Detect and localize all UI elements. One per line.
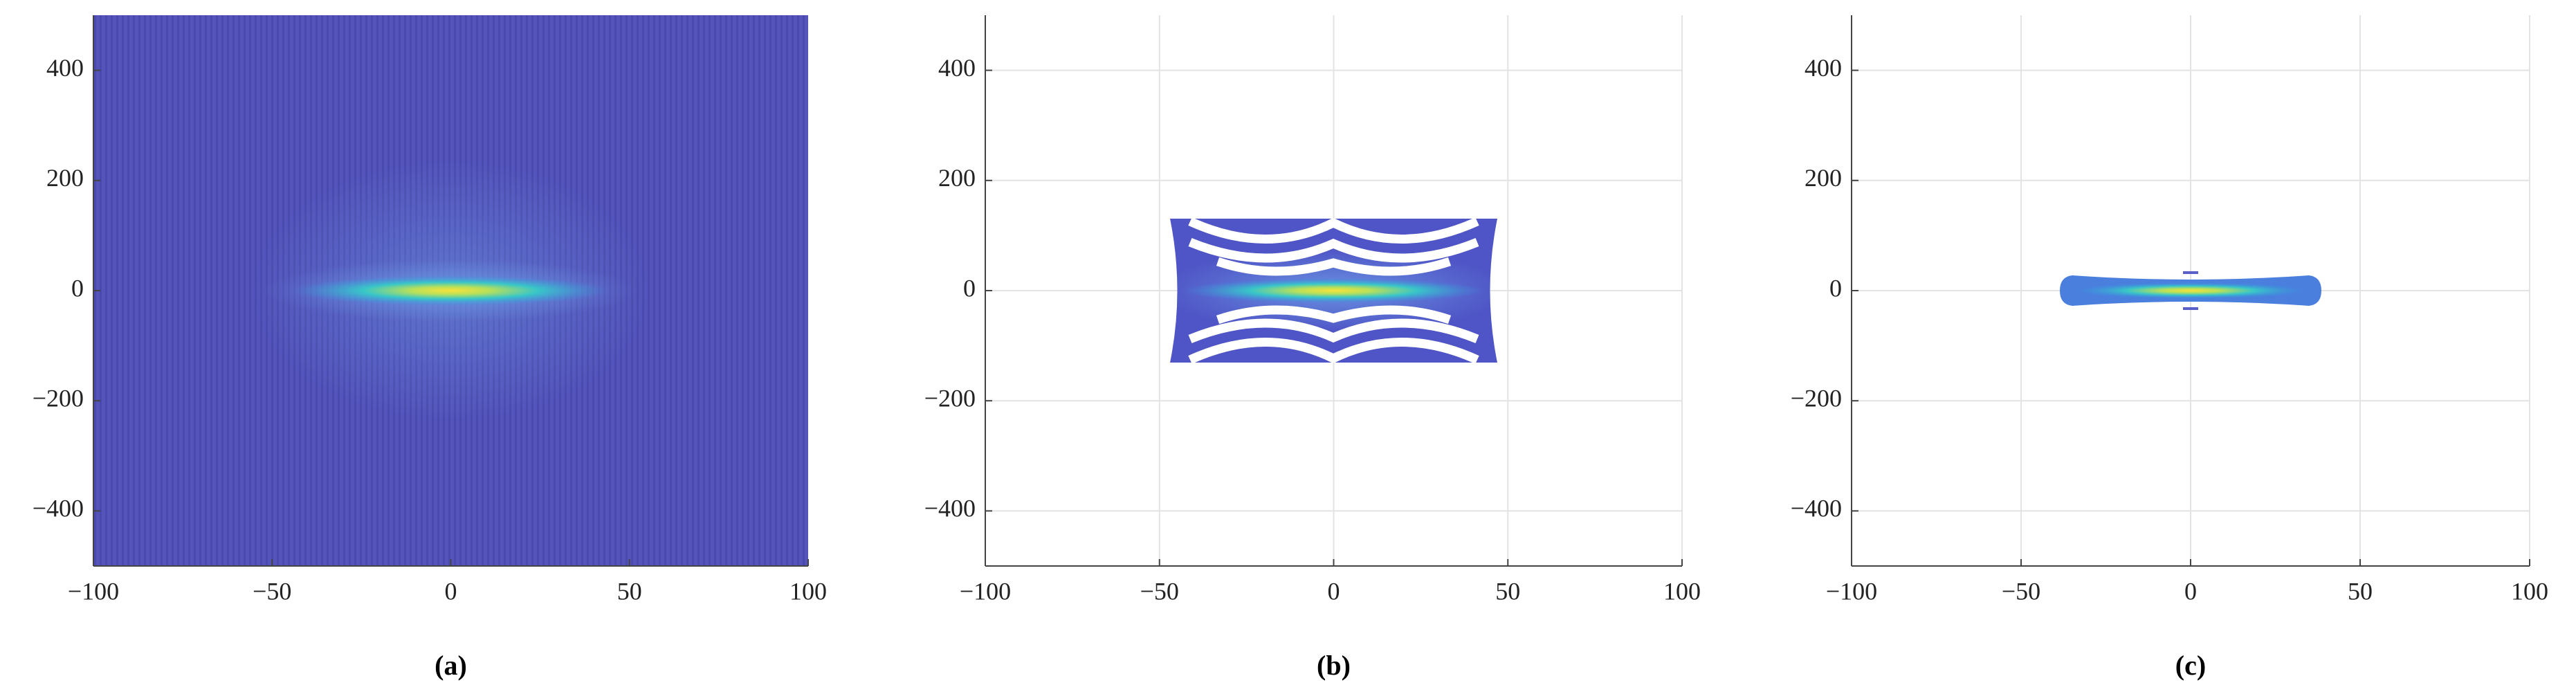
- x-tick-label: 100: [1663, 577, 1701, 605]
- y-tick-label: 200: [46, 164, 84, 192]
- y-tick-label: 0: [963, 274, 976, 302]
- x-tick-label: 100: [2511, 577, 2548, 605]
- y-tick-label: 400: [46, 54, 84, 82]
- y-tick-label: 400: [1805, 54, 1842, 82]
- x-tick-label: 0: [445, 577, 457, 605]
- x-tick-label: 0: [1328, 577, 1340, 605]
- heatmap-c: [2060, 271, 2321, 310]
- x-tick-label: −100: [1826, 577, 1877, 605]
- x-tick-label: −100: [68, 577, 119, 605]
- caption: (a): [435, 650, 467, 681]
- y-tick-label: −400: [924, 495, 976, 522]
- y-tick-label: 400: [938, 54, 976, 82]
- y-tick-label: −400: [33, 495, 84, 522]
- caption: (b): [1317, 650, 1351, 681]
- x-tick-label: 50: [1495, 577, 1520, 605]
- y-tick-label: −400: [1791, 495, 1842, 522]
- y-tick-label: −200: [33, 384, 84, 412]
- x-tick-label: −50: [1140, 577, 1179, 605]
- x-tick-label: 0: [2184, 577, 2197, 605]
- caption: (c): [2175, 650, 2206, 681]
- x-tick-label: 50: [2348, 577, 2373, 605]
- y-tick-label: 0: [71, 274, 84, 302]
- y-tick-label: 200: [1805, 164, 1842, 192]
- x-tick-label: −100: [960, 577, 1011, 605]
- y-tick-label: −200: [924, 384, 976, 412]
- y-tick-label: 0: [1829, 274, 1842, 302]
- y-tick-label: 200: [938, 164, 976, 192]
- y-tick-label: −200: [1791, 384, 1842, 412]
- x-tick-label: −50: [2002, 577, 2040, 605]
- x-tick-label: −50: [253, 577, 291, 605]
- x-tick-label: 50: [617, 577, 642, 605]
- heatmap-b: [1170, 219, 1497, 363]
- x-tick-label: 100: [789, 577, 827, 605]
- heatmap-a: [93, 15, 808, 566]
